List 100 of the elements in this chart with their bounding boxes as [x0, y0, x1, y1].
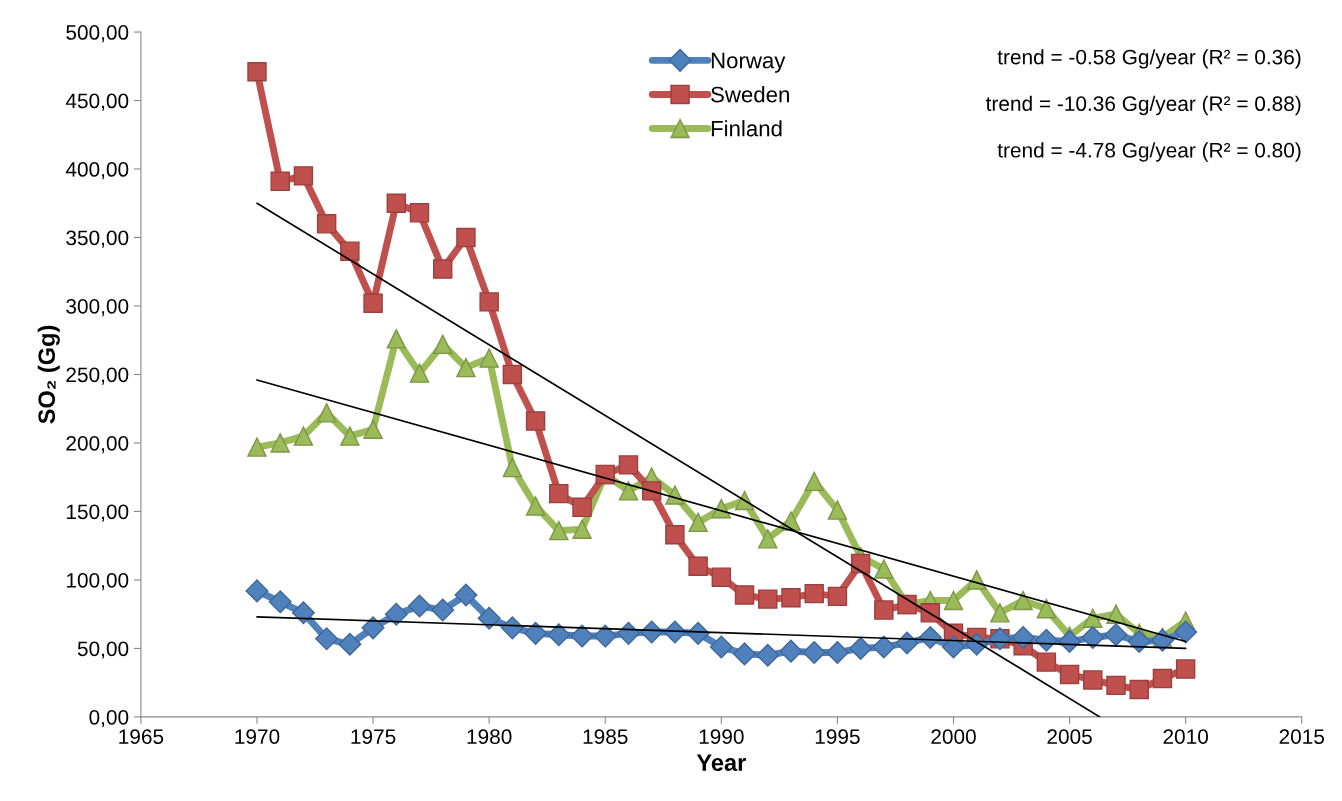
point — [779, 639, 803, 663]
point — [409, 363, 430, 383]
point — [804, 583, 824, 604]
point — [641, 481, 662, 501]
point — [547, 623, 571, 647]
y-tick-label: 250,00 — [66, 367, 129, 385]
annotation: trend = -10.36 Gg/year (R² = 0.88) — [985, 95, 1301, 116]
x-tick-label: 1970 — [235, 729, 280, 744]
point — [1034, 628, 1058, 652]
point — [1036, 652, 1057, 672]
y-tick-label: 50,00 — [77, 641, 129, 659]
point — [618, 481, 639, 501]
point — [1083, 670, 1103, 690]
point — [433, 334, 453, 355]
point — [524, 621, 548, 645]
x-tick-label: 1975 — [351, 729, 396, 744]
point — [1106, 675, 1126, 696]
point — [1081, 625, 1105, 649]
legend-label: Finland — [711, 120, 782, 137]
point — [1152, 668, 1173, 689]
point — [431, 598, 455, 622]
point — [408, 594, 432, 618]
point — [291, 601, 315, 625]
point — [247, 437, 267, 457]
point — [270, 171, 290, 192]
point — [943, 590, 964, 611]
point — [525, 411, 546, 431]
point — [245, 579, 269, 603]
point — [456, 227, 476, 248]
point — [502, 457, 523, 478]
point — [941, 635, 965, 659]
point — [756, 643, 780, 667]
y-tick-label: 350,00 — [66, 230, 129, 248]
point — [733, 642, 757, 666]
point — [593, 624, 617, 648]
point — [758, 529, 778, 549]
point — [1129, 679, 1149, 700]
point — [1011, 625, 1035, 649]
point — [386, 329, 407, 349]
point — [572, 519, 592, 539]
point — [874, 559, 894, 579]
y-tick-label: 100,00 — [66, 572, 129, 591]
point — [477, 606, 501, 630]
point — [340, 426, 360, 446]
point — [549, 520, 569, 541]
x-tick-label: 2015 — [1279, 729, 1325, 744]
point — [338, 632, 362, 656]
point — [872, 635, 896, 659]
x-tick-label: 1995 — [815, 729, 860, 744]
y-tick-label: 150,00 — [66, 504, 129, 522]
point — [386, 193, 407, 213]
point — [827, 586, 848, 607]
annotation: trend = -4.78 Gg/year (R² = 0.80) — [997, 142, 1301, 162]
point — [804, 471, 824, 492]
point — [802, 641, 826, 665]
point — [1174, 620, 1198, 644]
y-tick-label: 450,00 — [65, 93, 129, 111]
x-tick-label: 1985 — [583, 729, 628, 744]
point — [572, 497, 592, 518]
point — [454, 583, 478, 607]
point — [270, 433, 290, 453]
point — [734, 585, 755, 605]
point — [618, 455, 639, 475]
point — [479, 292, 499, 312]
x-tick-label: 2010 — [1163, 729, 1209, 744]
y-tick-label: 200,00 — [66, 435, 129, 454]
point — [709, 635, 733, 659]
x-tick-label: 1965 — [119, 729, 164, 744]
y-axis-title: SO₂ (Gg) — [37, 325, 60, 424]
point — [456, 357, 476, 378]
point — [758, 589, 778, 609]
point — [990, 603, 1010, 623]
point — [363, 419, 383, 439]
x-tick-label: 2005 — [1047, 729, 1092, 744]
point — [293, 426, 314, 446]
point — [827, 500, 848, 520]
point — [688, 556, 708, 576]
point — [340, 241, 360, 261]
point — [268, 590, 292, 614]
point — [1083, 608, 1103, 628]
point — [1104, 623, 1128, 647]
point — [315, 627, 339, 651]
x-axis-title: Year — [696, 754, 746, 772]
y-tick-label: 300,00 — [66, 298, 129, 317]
point — [1059, 664, 1080, 685]
point — [711, 567, 732, 587]
x-tick-label: 1990 — [699, 729, 744, 744]
annotation: trend = -0.58 Gg/year (R² = 0.36) — [997, 49, 1301, 69]
point — [781, 588, 801, 608]
point — [1127, 630, 1151, 654]
point — [479, 348, 499, 368]
point — [384, 602, 408, 626]
point — [293, 166, 314, 186]
point — [1175, 659, 1196, 679]
legend-label: Norway — [711, 52, 786, 73]
y-tick-label: 500,00 — [66, 25, 129, 43]
point — [502, 364, 523, 385]
legend-label: Sweden — [711, 86, 789, 103]
point — [874, 600, 894, 620]
y-tick-label: 0,00 — [89, 709, 129, 728]
